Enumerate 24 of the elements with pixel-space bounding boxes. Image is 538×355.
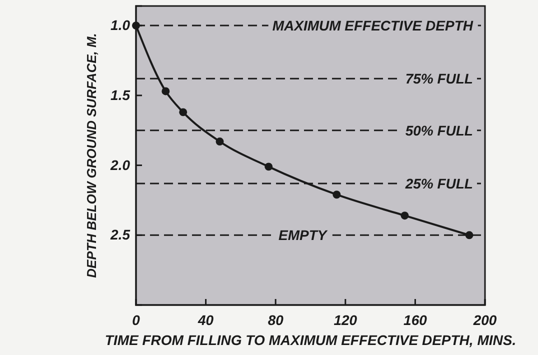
point (465, 231, 474, 240)
y-tick-label: 1.0 (110, 17, 130, 34)
x-tick-label: 0 (132, 312, 140, 328)
point (216, 138, 224, 146)
ref-line-label: EMPTY (278, 227, 328, 244)
point (264, 162, 273, 171)
point (162, 87, 170, 96)
x-tick-label: 160 (404, 312, 428, 328)
y-tick-label: 2.5 (110, 226, 130, 243)
y-tick-label: 1.5 (110, 86, 130, 103)
y-tick-label: 2.0 (110, 156, 130, 173)
point (400, 212, 409, 220)
x-tick-label: 200 (472, 312, 497, 328)
ref-line-label: MAXIMUM EFFECTIVE DEPTH (272, 17, 474, 34)
point (332, 190, 341, 199)
ref-line-label: 25% FULL (404, 175, 473, 192)
x-axis-title: TIME FROM FILLING TO MAXIMUM EFFECTIVE DEPTH, MINS. (104, 332, 516, 348)
ref-line-label: 75% FULL (405, 70, 473, 87)
y-axis-title: DEPTH BELOW GROUND SURFACE, M. (84, 33, 99, 278)
x-tick-label: 80 (268, 312, 284, 328)
ref-line-label: 50% FULL (405, 122, 473, 138)
x-tick-label: 40 (197, 312, 214, 328)
x-tick-label: 120 (334, 312, 358, 328)
point (179, 108, 188, 116)
